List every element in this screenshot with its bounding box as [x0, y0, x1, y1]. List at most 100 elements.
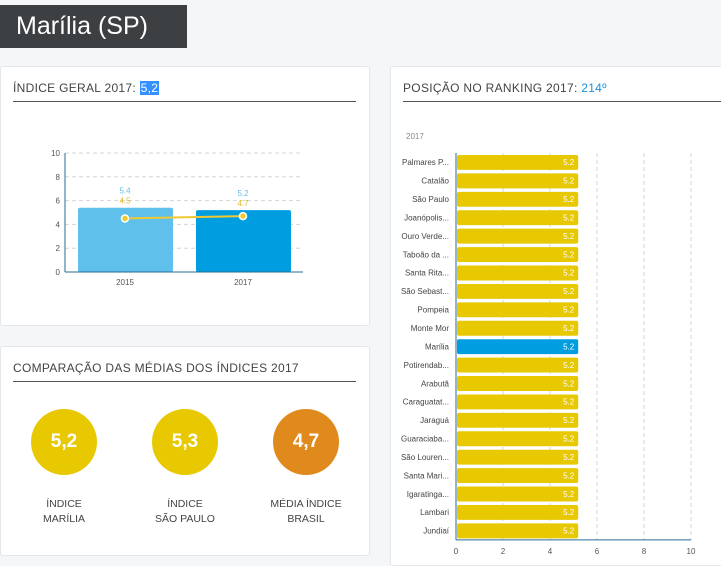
- y-tick-label: 0: [56, 268, 61, 277]
- bar-value-label: 5.2: [563, 379, 575, 388]
- y-tick-label: 2: [56, 244, 61, 253]
- category-label: São Sebast...: [401, 287, 449, 296]
- bar-value-label: 5.2: [563, 398, 575, 407]
- bar-value-label: 5.2: [237, 189, 249, 198]
- ranking-label: POSIÇÃO NO RANKING 2017:: [403, 81, 582, 95]
- score-label-line: MÉDIA ÍNDICE: [270, 498, 342, 510]
- category-label: Marília: [425, 342, 450, 351]
- category-label: Jaraguá: [420, 416, 449, 425]
- ranking-value: 214º: [581, 81, 607, 95]
- bar-Catalão: [457, 173, 579, 189]
- category-label: Lambari: [420, 508, 449, 517]
- bar-value-label: 5.2: [563, 471, 575, 480]
- y-tick-label: 4: [56, 220, 61, 229]
- bar-value-label: 5.2: [563, 158, 575, 167]
- bar-Potirendab...: [457, 357, 579, 373]
- score-circle: 4,7: [273, 409, 339, 475]
- x-tick-label: 8: [642, 547, 647, 556]
- y-tick-label: 10: [51, 149, 60, 158]
- bar-value-label: 5.2: [563, 490, 575, 499]
- bar-value-label: 5.2: [563, 324, 575, 333]
- bar-São Louren...: [457, 449, 579, 465]
- score-label-line: MARÍLIA: [42, 513, 85, 525]
- bar-Caraguatat...: [457, 394, 579, 410]
- ranking-title: POSIÇÃO NO RANKING 2017: 214º: [403, 81, 721, 102]
- score-label: MÉDIA ÍNDICE BRASIL: [251, 497, 361, 527]
- y-tick-label: 8: [56, 173, 61, 182]
- bar-Arabutã: [457, 376, 579, 391]
- score-label: ÍNDICE MARÍLIA: [9, 497, 119, 527]
- bar-Igaratinga...: [457, 486, 579, 502]
- score-label-line: BRASIL: [287, 513, 325, 525]
- bar-value-label: 5.2: [563, 361, 575, 370]
- bar-value-label: 5.2: [563, 269, 575, 278]
- category-label: Catalão: [421, 177, 449, 186]
- category-label: São Paulo: [412, 195, 449, 204]
- category-label: Monte Mor: [411, 324, 450, 333]
- x-tick-label: 0: [454, 547, 459, 556]
- bar-São Paulo: [457, 191, 579, 207]
- page-title: Marília (SP): [0, 5, 187, 48]
- x-tick-label: 4: [548, 547, 553, 556]
- bar-Pompeia: [457, 302, 579, 318]
- score-circle: 5,2: [31, 409, 97, 475]
- category-label: Santa Rita...: [405, 269, 449, 278]
- x-tick-label: 6: [595, 547, 600, 556]
- ranking-chart: 2017 0 2 4 6 8 10 5.2 Palmares P... 5.2 Catalão 5.2…: [401, 132, 696, 556]
- bar-value-label: 5.2: [563, 177, 575, 186]
- category-label: Santa Mari...: [404, 471, 449, 480]
- bar-value-label: 5.4: [119, 187, 131, 196]
- bar-value-label: 5.2: [563, 527, 575, 536]
- score-label-line: ÍNDICE: [167, 498, 203, 510]
- indice-geral-value: 5,2: [139, 81, 160, 95]
- bar-value-label: 5.2: [563, 453, 575, 462]
- bar-value-label: 5.2: [563, 306, 575, 315]
- category-label: Igaratinga...: [407, 490, 449, 499]
- x-tick-label: 2017: [234, 278, 252, 287]
- indice-chart: 0 2 4 6 8 10 5.44.5 2015 5.24.7 2017: [51, 149, 303, 287]
- category-label: Palmares P...: [402, 158, 449, 167]
- bar-value-label: 5.2: [563, 232, 575, 241]
- bar-value-label: 5.2: [563, 195, 575, 204]
- indice-geral-label: ÍNDICE GERAL 2017:: [13, 81, 140, 95]
- score-label: ÍNDICE SÃO PAULO: [130, 497, 240, 527]
- x-tick-label: 2: [501, 547, 506, 556]
- category-label: Pompeia: [417, 306, 449, 315]
- category-label: Caraguatat...: [403, 398, 449, 407]
- bar-2015: [78, 207, 173, 272]
- bar-Jundiaí: [457, 523, 579, 539]
- bar-value-label: 5.2: [563, 287, 575, 296]
- media-point: [120, 214, 130, 223]
- bar-Joanópolis...: [457, 210, 579, 226]
- line-value-label: 4.7: [237, 199, 249, 208]
- bar-value-label: 5.2: [563, 508, 575, 517]
- category-label: Arabutã: [421, 379, 450, 388]
- score-label-line: SÃO PAULO: [155, 513, 215, 525]
- bar-Santa Rita...: [457, 265, 579, 281]
- bar-Lambari: [457, 504, 579, 520]
- bar-São Sebast...: [457, 283, 579, 299]
- bar-Marília: [457, 339, 579, 355]
- bar-Santa Mari...: [457, 468, 579, 484]
- category-label: Guaraciaba...: [401, 435, 449, 444]
- y-tick-label: 6: [56, 197, 61, 206]
- chart-subtitle: 2017: [406, 132, 424, 141]
- x-tick-label: 2015: [116, 278, 134, 287]
- bar-value-label: 5.2: [563, 435, 575, 444]
- category-label: Joanópolis...: [404, 213, 449, 222]
- bar-Monte Mor: [457, 320, 579, 336]
- score-label-line: ÍNDICE: [46, 498, 82, 510]
- media-line: [124, 215, 244, 220]
- media-point: [238, 211, 248, 221]
- category-label: Potirendab...: [404, 361, 449, 370]
- bar-value-label: 5.2: [563, 342, 575, 351]
- bar-Guaraciaba...: [457, 431, 579, 447]
- bar-2017: [196, 210, 291, 272]
- category-label: Ouro Verde...: [401, 232, 449, 241]
- category-label: São Louren...: [401, 453, 449, 462]
- bar-value-label: 5.2: [563, 250, 575, 259]
- indice-geral-card: ÍNDICE GERAL 2017: 5,2: [0, 66, 370, 326]
- category-label: Jundiaí: [423, 527, 450, 536]
- bar-Palmares P...: [457, 155, 579, 170]
- bar-Jaraguá: [457, 412, 579, 428]
